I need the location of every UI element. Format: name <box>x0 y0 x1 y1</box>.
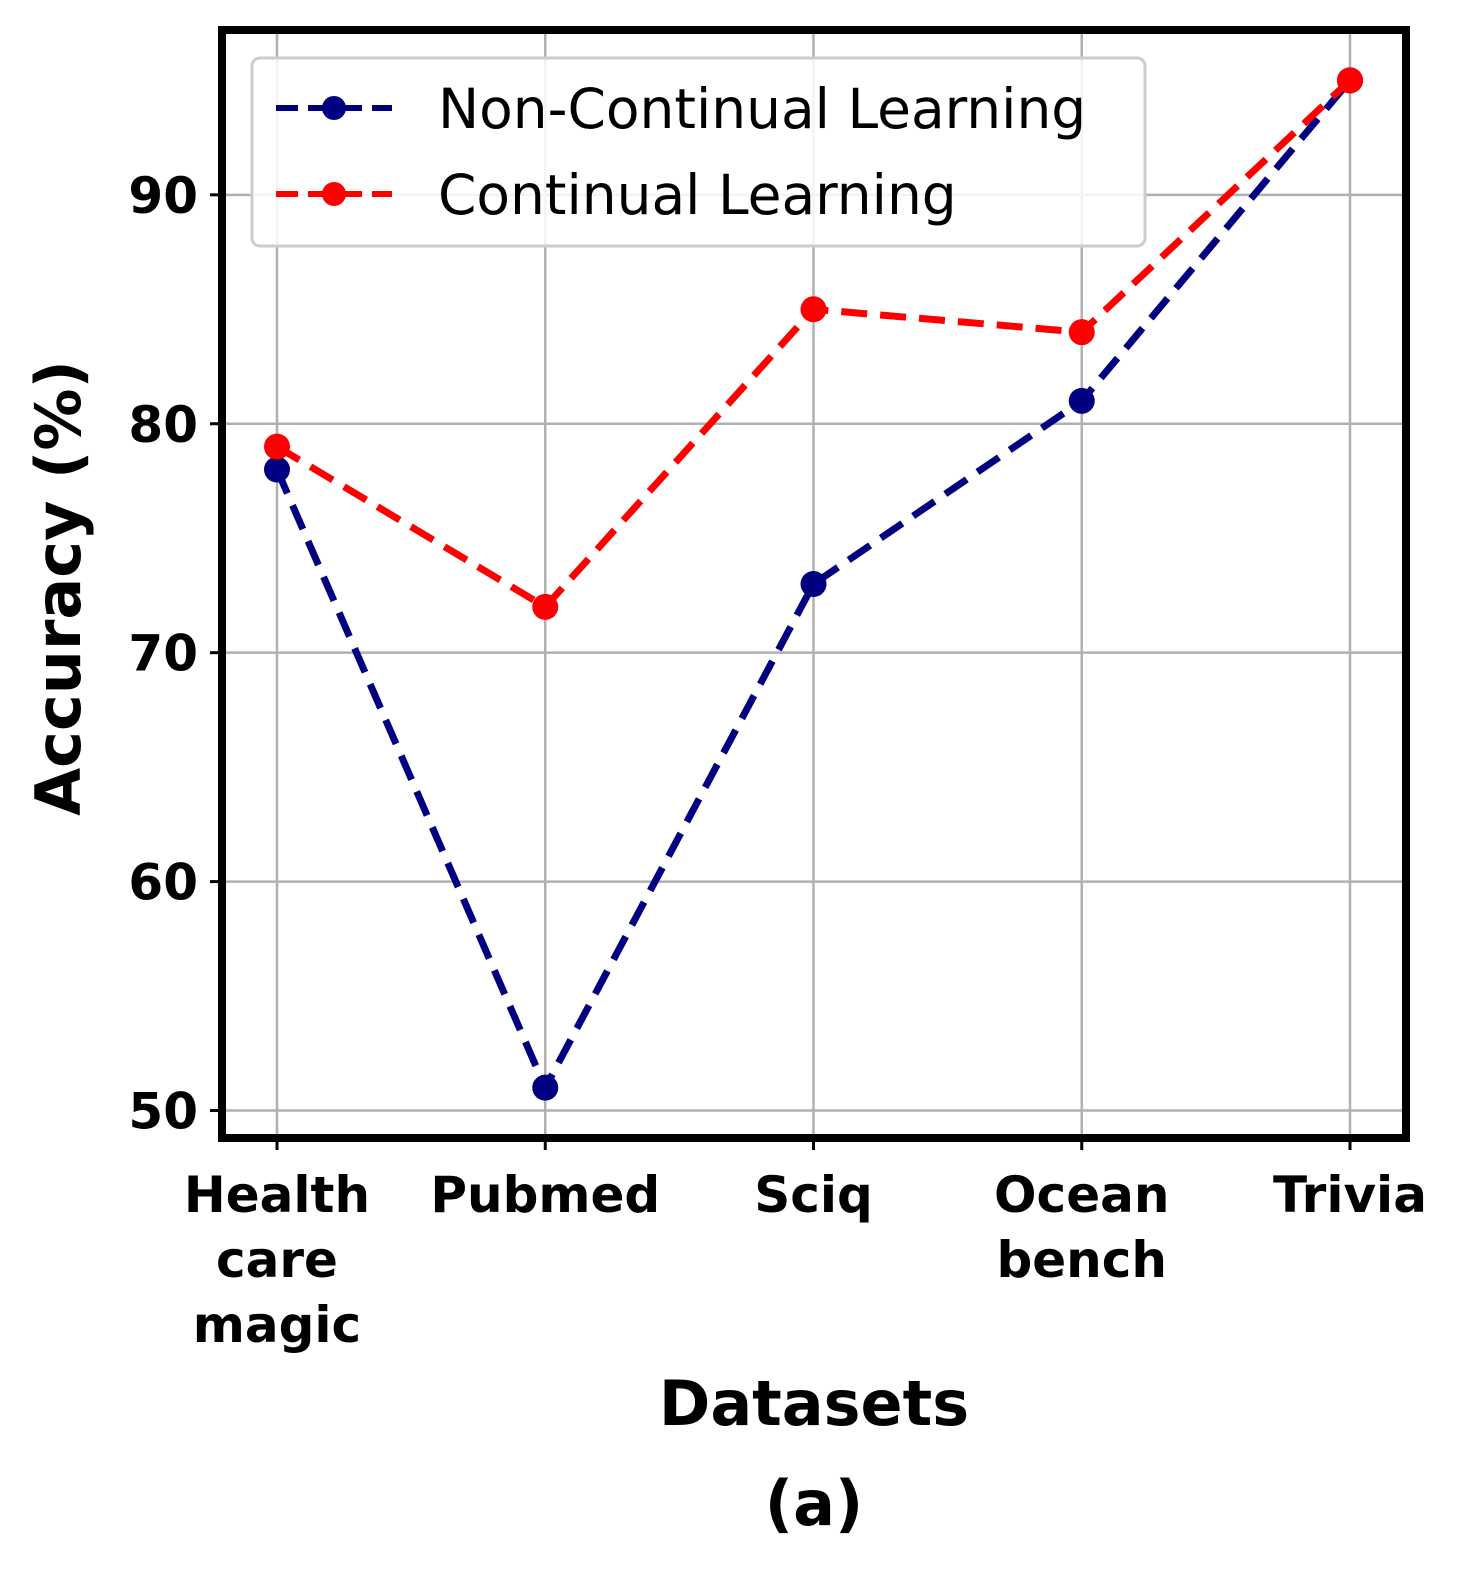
x-tick-label: Pubmed <box>430 1166 660 1224</box>
legend-label-continual: Continual Learning <box>438 163 957 227</box>
data-point-series-0 <box>264 456 290 483</box>
x-axis-title: Datasets <box>659 1367 969 1440</box>
data-point-series-1 <box>800 296 827 323</box>
data-point-series-1 <box>1337 67 1363 94</box>
plot-frame <box>218 26 1410 1142</box>
legend-marker-non-continual <box>322 96 346 120</box>
data-point-series-0 <box>800 571 827 597</box>
y-axis-title: Accuracy (%) <box>22 360 95 816</box>
figure-caption: (a) <box>765 1467 864 1540</box>
y-tick-label: 60 <box>128 854 198 912</box>
data-point-series-0 <box>532 1074 559 1101</box>
data-point-series-1 <box>1068 319 1095 346</box>
x-tick-label: Ocean bench <box>994 1166 1169 1289</box>
series-line-0 <box>273 78 1353 1096</box>
data-point-series-1 <box>264 433 290 460</box>
data-point-series-0 <box>1068 387 1095 414</box>
legend-box <box>250 56 1147 248</box>
legend-label-non-continual: Non-Continual Learning <box>438 77 1086 141</box>
x-tick-label: Sciq <box>754 1166 873 1224</box>
x-tick-label: Health care magic <box>184 1166 370 1354</box>
y-tick-label: 70 <box>128 625 198 683</box>
series-lines <box>264 67 1363 1101</box>
y-tick-label: 90 <box>128 167 198 225</box>
data-point-series-1 <box>532 593 559 620</box>
x-axis-ticks: Health care magic Pubmed Sciq Ocean bench Trivi… <box>184 1138 1427 1354</box>
y-tick-label: 80 <box>128 396 198 454</box>
x-tick-label: Trivia <box>1273 1166 1427 1224</box>
y-axis-ticks: 50 60 70 80 90 <box>128 167 222 1141</box>
legend-marker-continual <box>322 182 346 206</box>
y-tick-label: 50 <box>128 1083 198 1141</box>
legend: Non-Continual Learning Continual Learnin… <box>250 56 1147 248</box>
